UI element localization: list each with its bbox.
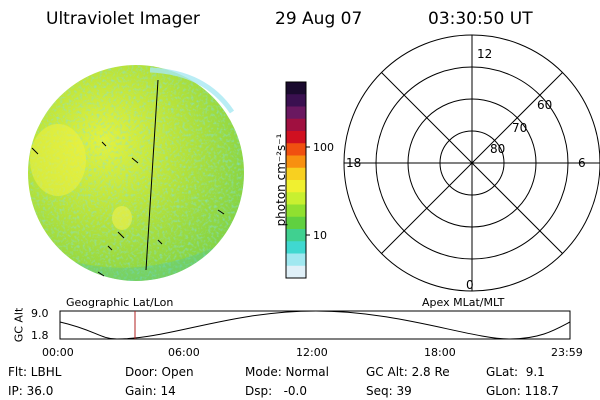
- seq-info: Seq: 39: [366, 384, 412, 398]
- alt-tick-1-8: 1.8: [31, 329, 49, 342]
- colorbar-segment: [286, 82, 306, 95]
- coastline-fragments: [31, 141, 225, 277]
- mlat-label-60: 60: [537, 98, 553, 112]
- mlt-label-12: 12: [477, 47, 493, 61]
- instrument-title: Ultraviolet Imager: [46, 9, 200, 29]
- colorbar: [285, 81, 310, 279]
- mode-info: Mode: Normal: [245, 365, 329, 379]
- colorbar-tick-100: 100: [313, 141, 334, 154]
- alt-tick-9: 9.0: [31, 307, 49, 320]
- colorbar-segment: [286, 265, 306, 279]
- time-label: 03:30:50 UT: [428, 9, 533, 29]
- colorbar-segment: [286, 94, 306, 107]
- colorbar-segment: [286, 241, 306, 254]
- gc-alt-axis-label: GC Alt: [12, 307, 26, 343]
- mlt-label-18: 18: [346, 156, 362, 170]
- colorbar-segment: [286, 192, 306, 205]
- ip-info: IP: 36.0: [8, 384, 54, 398]
- glat-info: GLat: 9.1: [486, 365, 545, 379]
- filter-info: Flt: LBHL: [8, 365, 62, 379]
- mlt-label-0: 0: [466, 278, 474, 292]
- mlat-label-70: 70: [512, 121, 528, 135]
- colorbar-segment: [286, 253, 306, 267]
- colorbar-segment: [286, 155, 306, 169]
- dsp-info: Dsp: -0.0: [245, 384, 308, 398]
- colorbar-segment: [286, 118, 306, 132]
- orbit-plot: [59, 310, 571, 340]
- door-info: Door: Open: [125, 365, 194, 379]
- colorbar-segment: [286, 204, 306, 218]
- colorbar-segment: [286, 167, 306, 181]
- time-tick-2359: 23:59: [551, 346, 583, 359]
- uvi-earth-image: [28, 65, 244, 281]
- mlat-label-80: 80: [490, 142, 506, 156]
- colorbar-segment: [286, 143, 306, 156]
- colorbar-segment: [286, 180, 306, 193]
- colorbar-segment: [286, 229, 306, 242]
- gain-info: Gain: 14: [125, 384, 176, 398]
- gc-alt-info: GC Alt: 2.8 Re: [366, 365, 450, 379]
- time-tick-1800: 18:00: [424, 346, 456, 359]
- colorbar-segment: [286, 131, 306, 144]
- colorbar-segment: [286, 106, 306, 120]
- mlt-label-6: 6: [578, 156, 586, 170]
- apex-label: Apex MLat/MLT: [422, 296, 505, 309]
- time-tick-1200: 12:00: [296, 346, 328, 359]
- time-tick-0600: 06:00: [168, 346, 200, 359]
- colorbar-unit-label: photon cm⁻²s⁻¹: [274, 133, 288, 227]
- time-tick-0000: 00:00: [42, 346, 74, 359]
- colorbar-segment: [286, 216, 306, 230]
- terminator-line: [145, 79, 159, 271]
- glon-info: GLon: 118.7: [486, 384, 559, 398]
- colorbar-tick-10: 10: [313, 229, 327, 242]
- date-label: 29 Aug 07: [275, 9, 363, 29]
- geographic-label: Geographic Lat/Lon: [66, 296, 174, 309]
- polar-plot: [343, 34, 600, 292]
